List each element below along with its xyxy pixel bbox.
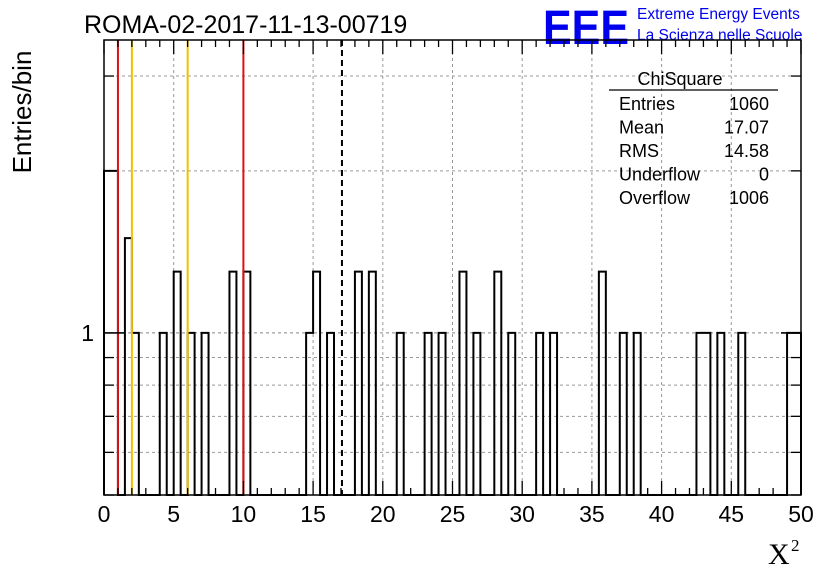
x-tick-label: 25 <box>440 501 466 527</box>
x-axis-label: X <box>768 538 790 571</box>
stats-title: ChiSquare <box>637 69 722 89</box>
x-tick-label: 10 <box>231 501 257 527</box>
stats-box: ChiSquare Entries 1060 Mean 17.07 RMS 14.58 Un… <box>609 69 778 208</box>
histogram-bar <box>313 272 320 495</box>
histogram-bar <box>599 272 606 495</box>
x-tick-label: 30 <box>509 501 535 527</box>
histogram-bar <box>125 238 132 495</box>
x-tick-label: 20 <box>370 501 396 527</box>
histogram-bar <box>174 272 181 495</box>
histogram-bar <box>229 272 236 495</box>
stats-label: Entries <box>619 94 675 114</box>
logo-mark: EEE <box>543 2 629 55</box>
x-tick-label: 50 <box>788 501 814 527</box>
histogram-bar <box>243 272 250 495</box>
eee-logo: EEE Extreme Energy Events La Scienza nel… <box>543 2 802 55</box>
x-tick-label: 15 <box>300 501 326 527</box>
x-axis-ticks: 0 5 10 15 20 25 30 35 40 45 50 <box>98 40 814 527</box>
logo-line-1: Extreme Energy Events <box>637 6 800 23</box>
stats-label: Mean <box>619 118 664 138</box>
x-tick-label: 45 <box>719 501 745 527</box>
x-tick-label: 40 <box>649 501 675 527</box>
stats-value: 14.58 <box>724 141 769 161</box>
stats-value: 1006 <box>729 188 769 208</box>
x-tick-label: 5 <box>167 501 180 527</box>
stats-value: 1060 <box>729 94 769 114</box>
stats-label: Overflow <box>619 188 691 208</box>
stats-label: Underflow <box>619 165 701 185</box>
histogram-bar <box>369 272 376 495</box>
x-axis-label-superscript: 2 <box>791 536 800 555</box>
x-tick-label: 0 <box>98 501 111 527</box>
histogram-bar <box>355 272 362 495</box>
stats-label: RMS <box>619 141 659 161</box>
histogram-bar <box>459 272 466 495</box>
x-axis-label-group: X 2 <box>768 536 800 571</box>
y-axis-ticks: 1 <box>81 75 801 496</box>
x-tick-label: 35 <box>579 501 605 527</box>
chart-title: ROMA-02-2017-11-13-00719 <box>84 11 407 39</box>
reference-lines <box>116 40 343 495</box>
histogram-bar <box>494 272 501 495</box>
y-tick-label: 1 <box>81 320 94 346</box>
stats-value: 17.07 <box>724 118 769 138</box>
y-axis-label: Entries/bin <box>7 51 37 174</box>
stats-value: 0 <box>759 165 769 185</box>
